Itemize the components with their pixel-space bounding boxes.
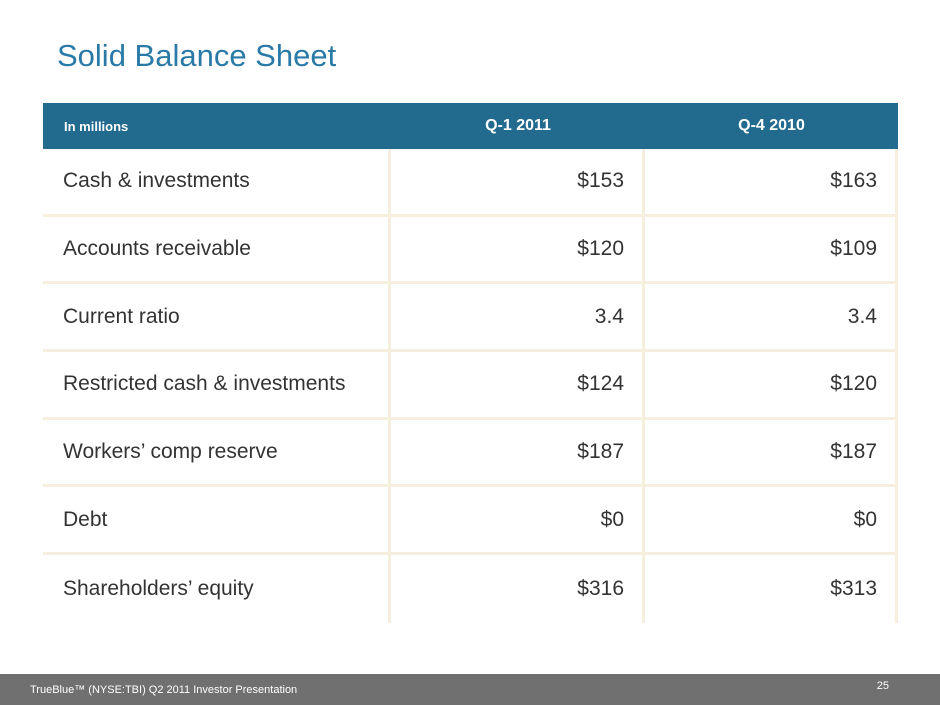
header-q1-2011: Q-1 2011	[485, 117, 551, 134]
header-q4-2010: Q-4 2010	[738, 117, 805, 134]
row-value-q1-2011: $187	[391, 419, 642, 485]
row-label: Cash & investments	[43, 149, 388, 214]
row-value-q1-2011: $120	[391, 216, 642, 282]
row-value-q1-2011: $153	[391, 149, 642, 214]
header-units: In millions	[64, 118, 129, 134]
table-row: Shareholders’ equity $316 $313	[43, 555, 898, 623]
row-label: Workers’ comp reserve	[43, 419, 388, 485]
slide-title: Solid Balance Sheet	[57, 38, 337, 73]
row-value-q1-2011: $0	[391, 487, 642, 553]
table-row: Cash & investments $153 $163	[43, 149, 898, 217]
table-row: Restricted cash & investments $124 $120	[43, 352, 898, 420]
row-value-q4-2010: $109	[645, 216, 895, 282]
row-label: Shareholders’ equity	[43, 555, 388, 623]
table-header: In millions Q-1 2011 Q-4 2010	[43, 103, 898, 149]
table-row: Current ratio 3.4 3.4	[43, 284, 898, 353]
footer-bar: TrueBlue™ (NYSE:TBI) Q2 2011 Investor Pr…	[0, 674, 940, 705]
row-value-q1-2011: $316	[391, 555, 642, 623]
table-row: Workers’ comp reserve $187 $187	[43, 419, 898, 488]
row-label: Debt	[43, 487, 388, 553]
table-row: Debt $0 $0	[43, 487, 898, 556]
table-body: Cash & investments $153 $163 Accounts re…	[43, 149, 898, 623]
row-value-q1-2011: 3.4	[391, 284, 642, 350]
row-label: Accounts receivable	[43, 216, 388, 282]
table-row: Accounts receivable $120 $109	[43, 216, 898, 285]
balance-sheet-table: In millions Q-1 2011 Q-4 2010 Cash & inv…	[43, 103, 898, 623]
row-value-q4-2010: $313	[645, 555, 895, 623]
row-value-q4-2010: $0	[645, 487, 895, 553]
row-value-q4-2010: $187	[645, 419, 895, 485]
row-value-q4-2010: $120	[645, 352, 895, 417]
row-value-q4-2010: $163	[645, 149, 895, 214]
row-value-q1-2011: $124	[391, 352, 642, 417]
row-label: Current ratio	[43, 284, 388, 350]
footer-text: TrueBlue™ (NYSE:TBI) Q2 2011 Investor Pr…	[30, 684, 298, 696]
row-label: Restricted cash & investments	[43, 352, 388, 417]
page-number: 25	[876, 680, 889, 692]
row-value-q4-2010: 3.4	[645, 284, 895, 350]
